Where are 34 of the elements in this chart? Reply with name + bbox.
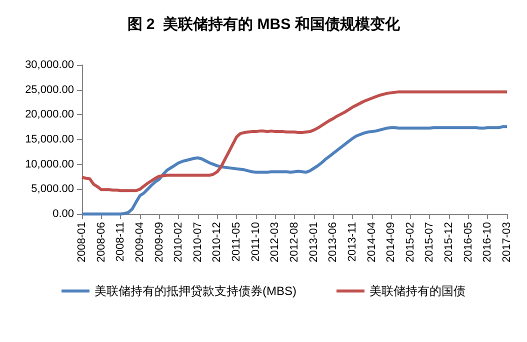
x-tick-label: 2014-04	[366, 222, 378, 262]
x-tick-label: 2016-05	[462, 222, 474, 262]
x-tick-label: 2008-11	[114, 222, 127, 262]
x-tick-label: 2014-09	[385, 222, 398, 262]
x-tick-label: 2017-03	[501, 222, 513, 262]
legend-label: 美联储持有的抵押贷款支持债券(MBS)	[94, 284, 296, 298]
x-tick-label: 2013-11	[346, 222, 358, 262]
x-tick-label: 2015-07	[424, 222, 436, 262]
x-tick-label: 2009-04	[134, 222, 146, 262]
y-tick-label: 25,000.00	[25, 84, 74, 96]
x-tick-label: 2010-02	[172, 222, 185, 262]
x-tick-label: 2011-05	[230, 222, 243, 262]
y-tick-label: 10,000.00	[25, 158, 74, 170]
x-tick-label: 2012-03	[269, 222, 282, 262]
x-tick-label: 2008-01	[76, 222, 88, 262]
x-tick-label: 2012-08	[288, 222, 300, 262]
y-tick-label: 0.00	[52, 208, 74, 220]
y-tick-label: 5,000.00	[31, 183, 74, 196]
x-tick-label: 2015-02	[404, 222, 416, 262]
chart-title: 图 2 美联储持有的 MBS 和国债规模变化	[127, 15, 401, 33]
y-tick-label: 20,000.00	[25, 108, 74, 121]
y-tick-label: 30,000.00	[25, 59, 74, 71]
x-tick-label: 2008-06	[95, 222, 108, 262]
x-tick-label: 2010-12	[211, 222, 224, 262]
x-tick-label: 2016-10	[482, 222, 494, 262]
x-tick-label: 2013-01	[308, 222, 320, 262]
x-tick-label: 2011-10	[250, 222, 262, 262]
y-tick-label: 15,000.00	[25, 134, 74, 146]
x-tick-label: 2013-06	[327, 222, 340, 262]
x-tick-label: 2015-12	[443, 222, 456, 262]
x-tick-label: 2010-07	[192, 222, 204, 262]
x-tick-label: 2009-09	[153, 222, 166, 262]
line-series	[80, 90, 508, 192]
legend-label: 美联储持有的国债	[370, 284, 466, 298]
